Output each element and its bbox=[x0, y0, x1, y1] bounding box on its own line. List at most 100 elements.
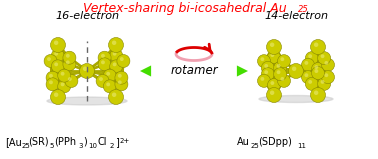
Circle shape bbox=[321, 71, 335, 84]
Circle shape bbox=[319, 53, 329, 63]
Text: 16-electron: 16-electron bbox=[55, 11, 119, 21]
Circle shape bbox=[115, 78, 128, 91]
Circle shape bbox=[67, 55, 70, 58]
Circle shape bbox=[118, 80, 122, 84]
Circle shape bbox=[64, 59, 74, 69]
Text: 5: 5 bbox=[49, 143, 53, 149]
Circle shape bbox=[288, 63, 304, 79]
Circle shape bbox=[108, 90, 124, 104]
Circle shape bbox=[102, 55, 105, 58]
Circle shape bbox=[260, 77, 264, 81]
Circle shape bbox=[261, 78, 264, 81]
Text: 25: 25 bbox=[22, 143, 31, 149]
Circle shape bbox=[315, 44, 318, 47]
Ellipse shape bbox=[47, 97, 127, 105]
Circle shape bbox=[110, 49, 123, 62]
Ellipse shape bbox=[259, 96, 333, 103]
Circle shape bbox=[305, 62, 308, 65]
Circle shape bbox=[46, 78, 59, 91]
Circle shape bbox=[98, 76, 108, 86]
Circle shape bbox=[50, 81, 53, 84]
Circle shape bbox=[54, 62, 58, 66]
Circle shape bbox=[54, 41, 58, 45]
Circle shape bbox=[67, 61, 70, 64]
FancyArrowPatch shape bbox=[140, 66, 248, 76]
Text: 2: 2 bbox=[110, 143, 115, 149]
Circle shape bbox=[55, 42, 58, 45]
Circle shape bbox=[257, 55, 271, 68]
Circle shape bbox=[314, 69, 318, 73]
Circle shape bbox=[113, 63, 116, 66]
Circle shape bbox=[325, 62, 328, 65]
Circle shape bbox=[58, 68, 61, 71]
Circle shape bbox=[60, 72, 65, 76]
Circle shape bbox=[107, 83, 110, 86]
Circle shape bbox=[118, 56, 129, 66]
Circle shape bbox=[305, 77, 318, 90]
Circle shape bbox=[266, 87, 282, 103]
Circle shape bbox=[270, 53, 274, 57]
Circle shape bbox=[277, 70, 280, 74]
Circle shape bbox=[314, 90, 318, 95]
Circle shape bbox=[303, 72, 313, 82]
Circle shape bbox=[54, 93, 58, 97]
Circle shape bbox=[50, 75, 53, 78]
Text: rotamer: rotamer bbox=[170, 65, 218, 77]
Circle shape bbox=[66, 54, 70, 58]
Circle shape bbox=[315, 68, 318, 71]
Circle shape bbox=[64, 53, 74, 63]
Circle shape bbox=[277, 65, 280, 68]
Circle shape bbox=[321, 80, 324, 84]
Circle shape bbox=[313, 90, 323, 100]
Circle shape bbox=[121, 58, 124, 61]
Circle shape bbox=[269, 42, 279, 52]
Circle shape bbox=[119, 81, 122, 84]
Text: (PPh: (PPh bbox=[54, 137, 76, 147]
Circle shape bbox=[99, 77, 103, 81]
Circle shape bbox=[270, 81, 274, 85]
Circle shape bbox=[308, 54, 312, 58]
Circle shape bbox=[269, 52, 279, 62]
Circle shape bbox=[55, 94, 58, 97]
Circle shape bbox=[53, 51, 63, 61]
Text: 25: 25 bbox=[298, 5, 309, 14]
Circle shape bbox=[318, 52, 331, 65]
Circle shape bbox=[82, 66, 92, 76]
Circle shape bbox=[259, 76, 269, 86]
Circle shape bbox=[48, 79, 57, 89]
Circle shape bbox=[98, 51, 111, 64]
Circle shape bbox=[56, 66, 66, 76]
Circle shape bbox=[111, 40, 121, 50]
Circle shape bbox=[99, 53, 110, 63]
Circle shape bbox=[323, 72, 333, 82]
Circle shape bbox=[274, 61, 287, 74]
Circle shape bbox=[101, 60, 105, 64]
Circle shape bbox=[270, 90, 274, 95]
Circle shape bbox=[324, 61, 328, 65]
Circle shape bbox=[46, 71, 59, 84]
Circle shape bbox=[51, 49, 64, 62]
Circle shape bbox=[105, 71, 115, 81]
Circle shape bbox=[48, 58, 51, 61]
Circle shape bbox=[66, 60, 70, 64]
Circle shape bbox=[58, 80, 71, 93]
Circle shape bbox=[59, 81, 69, 91]
Circle shape bbox=[308, 80, 312, 84]
Circle shape bbox=[115, 71, 128, 84]
Circle shape bbox=[325, 74, 328, 77]
Circle shape bbox=[264, 70, 268, 74]
Circle shape bbox=[279, 56, 289, 66]
Circle shape bbox=[277, 74, 290, 87]
Circle shape bbox=[100, 78, 103, 81]
Circle shape bbox=[106, 82, 110, 86]
Circle shape bbox=[103, 80, 116, 93]
Text: 14-electron: 14-electron bbox=[264, 11, 328, 21]
Circle shape bbox=[313, 66, 323, 76]
Circle shape bbox=[49, 80, 53, 84]
Circle shape bbox=[266, 39, 282, 55]
Circle shape bbox=[111, 51, 121, 61]
Circle shape bbox=[277, 55, 290, 68]
Circle shape bbox=[310, 87, 325, 103]
Circle shape bbox=[55, 63, 58, 66]
Circle shape bbox=[275, 63, 285, 73]
